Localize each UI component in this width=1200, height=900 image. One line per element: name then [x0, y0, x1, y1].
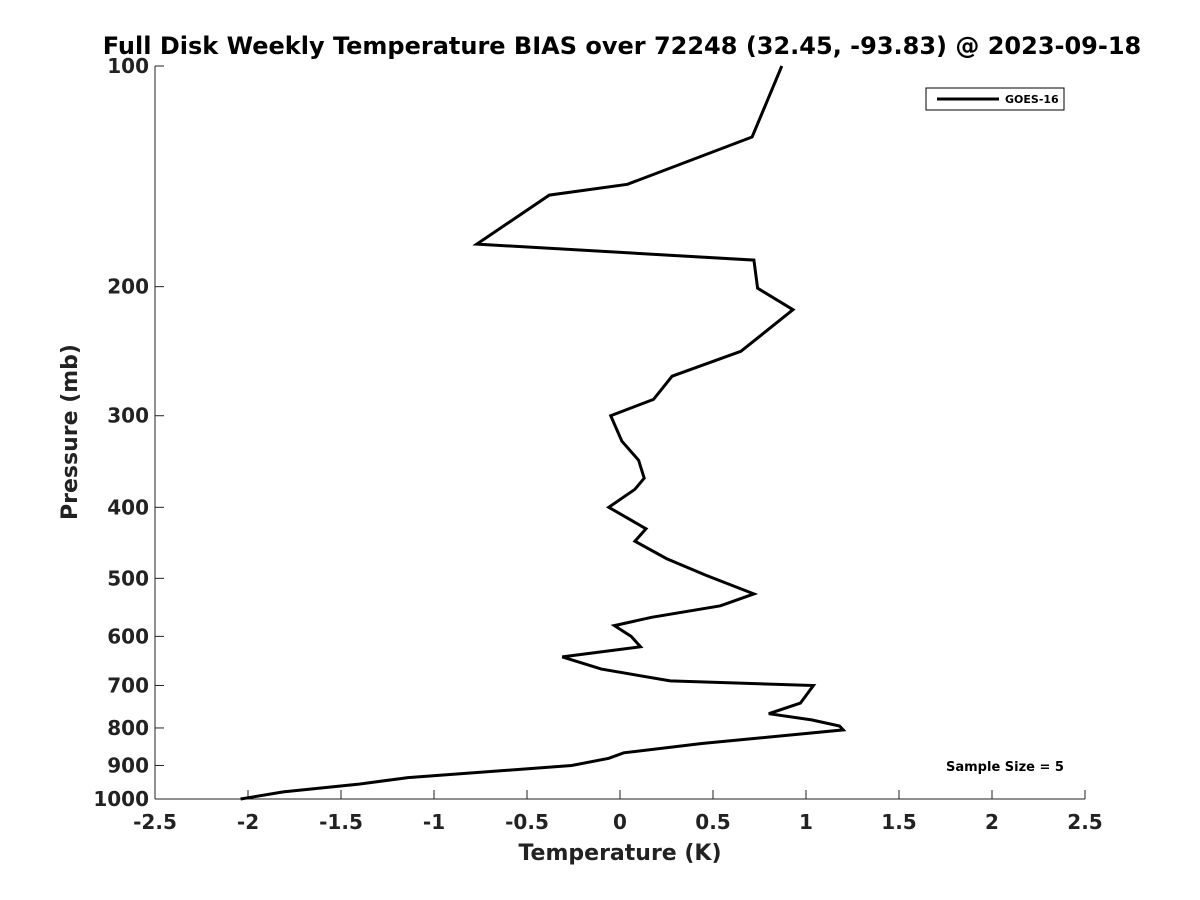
x-tick-label: 0.5 [695, 810, 730, 834]
x-axis-label: Temperature (K) [518, 841, 721, 866]
y-tick-label: 700 [107, 673, 149, 697]
y-tick-label: 800 [107, 716, 149, 740]
x-tick-label: 2.5 [1067, 810, 1102, 834]
x-tick-label: -2.5 [133, 810, 177, 834]
y-tick-label: 500 [107, 566, 149, 590]
x-tick-label: -2 [237, 810, 259, 834]
x-tick-label: 2 [985, 810, 999, 834]
plot-area [155, 66, 1085, 799]
y-axis-label: Pressure (mb) [58, 344, 83, 520]
y-tick-label: 300 [107, 404, 149, 428]
y-axis-ticks: 100 200 300 400 500 600 700 800 900 1000 [93, 54, 164, 811]
y-tick-label: 900 [107, 753, 149, 777]
series-line-goes-16 [240, 65, 847, 801]
x-tick-label: 1 [799, 810, 813, 834]
y-tick-label: 100 [107, 54, 149, 78]
y-tick-label: 1000 [93, 787, 149, 811]
y-tick-label: 600 [107, 624, 149, 648]
x-tick-label: -1 [423, 810, 445, 834]
x-tick-label: 1.5 [881, 810, 916, 834]
legend-entry-goes16: GOES-16 [1005, 93, 1059, 106]
x-tick-label: -0.5 [505, 810, 549, 834]
y-tick-label: 400 [107, 495, 149, 519]
chart-title: Full Disk Weekly Temperature BIAS over 7… [103, 32, 1142, 60]
series-layer [240, 65, 847, 801]
sample-size-annotation: Sample Size = 5 [946, 760, 1064, 775]
legend: GOES-16 [925, 87, 1065, 111]
x-tick-label: 0 [613, 810, 627, 834]
y-tick-label: 200 [107, 275, 149, 299]
x-tick-label: -1.5 [319, 810, 363, 834]
x-axis-ticks: -2.5 -2 -1.5 -1 -0.5 0 0.5 1 1.5 2 2.5 [133, 790, 1103, 834]
